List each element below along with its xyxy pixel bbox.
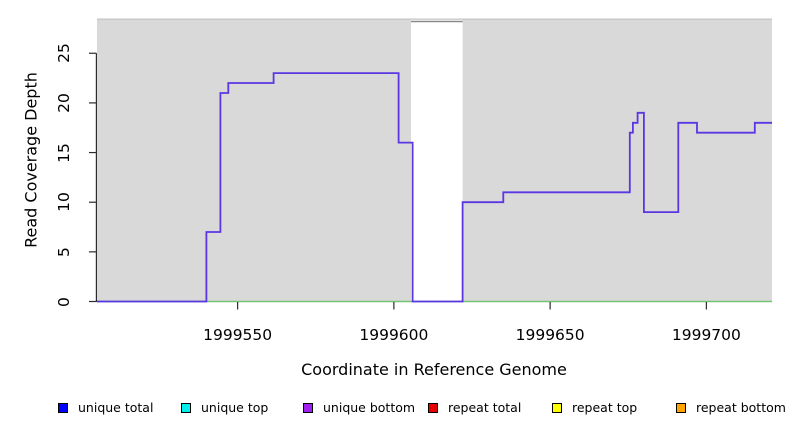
x-tick-label: 1999650 xyxy=(515,326,585,344)
x-axis-title: Coordinate in Reference Genome xyxy=(301,360,567,379)
y-tick-label: 5 xyxy=(55,246,73,257)
x-tick-label: 1999550 xyxy=(203,326,273,344)
legend-label: unique total xyxy=(78,400,154,415)
y-tick-label: 0 xyxy=(55,296,73,307)
legend-swatch-icon xyxy=(428,402,438,413)
coverage-gap-band xyxy=(411,19,463,301)
legend-label: repeat bottom xyxy=(696,400,786,415)
legend-label: unique top xyxy=(201,400,269,415)
legend-label: repeat top xyxy=(572,400,638,415)
y-tick-label: 15 xyxy=(55,142,73,163)
legend-item: repeat bottom xyxy=(676,400,786,415)
legend-item: repeat total xyxy=(428,400,521,415)
x-tick-label: 1999700 xyxy=(671,326,741,344)
legend-swatch-icon xyxy=(552,402,562,413)
legend-item: repeat top xyxy=(552,400,637,415)
legend-swatch-icon xyxy=(303,402,313,413)
legend-swatch-icon xyxy=(181,402,191,413)
unique-coverage-step-line xyxy=(97,72,772,303)
legend-swatch-icon xyxy=(58,402,68,413)
y-tick-label: 20 xyxy=(55,93,73,113)
x-tick-label: 1999600 xyxy=(359,326,429,344)
legend-swatch-icon xyxy=(676,402,686,413)
legend-item: unique bottom xyxy=(303,400,415,415)
y-tick-label: 25 xyxy=(55,43,73,64)
legend-item: unique total xyxy=(58,400,153,415)
legend-item: unique top xyxy=(181,400,268,415)
legend-label: repeat total xyxy=(448,400,522,415)
y-axis-title: Read Coverage Depth xyxy=(21,72,41,248)
y-tick-label: 10 xyxy=(55,192,73,213)
legend-label: unique bottom xyxy=(323,400,416,415)
